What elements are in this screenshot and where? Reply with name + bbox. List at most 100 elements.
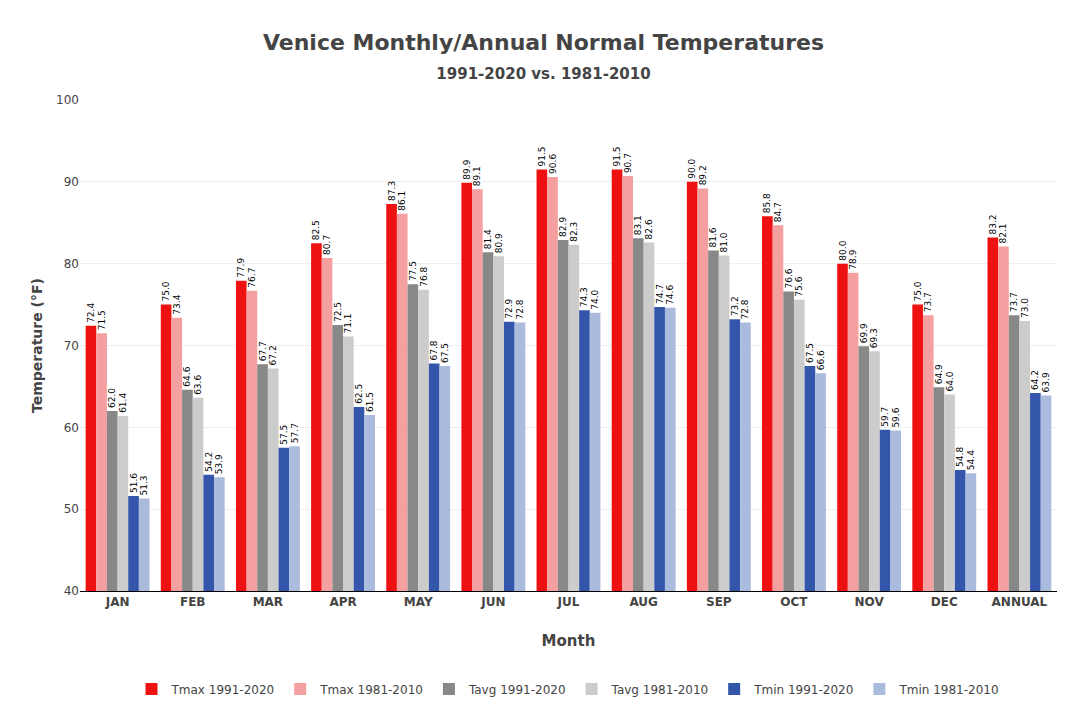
svg-text:71.1: 71.1: [343, 313, 353, 333]
svg-text:82.1: 82.1: [998, 223, 1008, 243]
svg-text:57.5: 57.5: [279, 425, 289, 445]
svg-text:Tmin 1991-2020: Tmin 1991-2020: [753, 683, 853, 697]
svg-text:90.0: 90.0: [687, 159, 697, 179]
svg-text:80.0: 80.0: [838, 240, 848, 260]
svg-text:90.7: 90.7: [623, 153, 633, 173]
svg-text:90.6: 90.6: [548, 154, 558, 174]
svg-text:NOV: NOV: [855, 595, 885, 609]
svg-text:80.7: 80.7: [322, 235, 332, 255]
svg-text:FEB: FEB: [180, 595, 206, 609]
svg-text:OCT: OCT: [780, 595, 808, 609]
svg-text:71.5: 71.5: [97, 310, 107, 330]
svg-text:JUL: JUL: [557, 595, 580, 609]
svg-text:54.2: 54.2: [204, 452, 214, 472]
svg-text:83.2: 83.2: [988, 214, 998, 234]
svg-text:ANNUAL: ANNUAL: [992, 595, 1048, 609]
svg-text:74.3: 74.3: [579, 287, 589, 307]
svg-text:63.6: 63.6: [193, 375, 203, 395]
svg-text:83.1: 83.1: [633, 215, 643, 235]
svg-text:Tmax 1991-2020: Tmax 1991-2020: [171, 683, 275, 697]
svg-text:67.5: 67.5: [440, 343, 450, 363]
svg-text:59.6: 59.6: [891, 407, 901, 427]
svg-text:53.9: 53.9: [214, 454, 224, 474]
svg-text:69.9: 69.9: [859, 323, 869, 343]
svg-text:JUN: JUN: [480, 595, 505, 609]
svg-text:89.1: 89.1: [472, 166, 482, 186]
svg-text:74.7: 74.7: [655, 284, 665, 304]
svg-text:AUG: AUG: [629, 595, 658, 609]
svg-text:67.5: 67.5: [805, 343, 815, 363]
svg-text:Tavg 1981-2010: Tavg 1981-2010: [611, 683, 709, 697]
svg-text:100: 100: [56, 93, 79, 107]
svg-text:61.5: 61.5: [365, 392, 375, 412]
svg-text:91.5: 91.5: [537, 147, 547, 167]
svg-text:82.3: 82.3: [569, 222, 579, 242]
svg-text:51.3: 51.3: [139, 475, 149, 495]
svg-text:76.6: 76.6: [784, 268, 794, 288]
svg-text:80.9: 80.9: [494, 233, 504, 253]
svg-text:60: 60: [64, 421, 79, 435]
svg-text:50: 50: [64, 502, 79, 516]
svg-text:SEP: SEP: [706, 595, 732, 609]
svg-text:87.3: 87.3: [387, 181, 397, 201]
svg-text:74.6: 74.6: [665, 285, 675, 305]
svg-text:Tmax 1981-2010: Tmax 1981-2010: [319, 683, 423, 697]
svg-text:Tmin 1981-2010: Tmin 1981-2010: [898, 683, 998, 697]
svg-text:63.9: 63.9: [1041, 372, 1051, 392]
svg-text:72.8: 72.8: [515, 299, 525, 319]
svg-text:89.9: 89.9: [462, 159, 472, 179]
svg-text:MAY: MAY: [404, 595, 433, 609]
svg-text:57.7: 57.7: [290, 423, 300, 443]
svg-text:77.5: 77.5: [408, 261, 418, 281]
svg-text:86.1: 86.1: [397, 191, 407, 211]
svg-text:72.5: 72.5: [333, 302, 343, 322]
svg-text:74.0: 74.0: [590, 289, 600, 309]
svg-text:Tavg 1991-2020: Tavg 1991-2020: [468, 683, 566, 697]
svg-text:40: 40: [64, 584, 79, 598]
svg-text:64.9: 64.9: [934, 364, 944, 384]
svg-text:84.7: 84.7: [773, 202, 783, 222]
svg-text:67.2: 67.2: [268, 345, 278, 365]
svg-text:73.4: 73.4: [172, 294, 182, 314]
svg-text:76.8: 76.8: [419, 267, 429, 287]
svg-text:72.8: 72.8: [740, 299, 750, 319]
svg-text:Temperature (°F): Temperature (°F): [29, 278, 45, 413]
svg-text:81.0: 81.0: [719, 232, 729, 252]
svg-text:80: 80: [64, 257, 79, 271]
svg-text:APR: APR: [329, 595, 356, 609]
svg-text:73.2: 73.2: [730, 296, 740, 316]
svg-text:Venice Monthly/Annual Normal T: Venice Monthly/Annual Normal Temperature…: [263, 30, 824, 55]
svg-text:75.0: 75.0: [161, 281, 171, 301]
svg-text:81.6: 81.6: [708, 227, 718, 247]
svg-text:82.9: 82.9: [558, 217, 568, 237]
svg-text:Month: Month: [542, 632, 596, 650]
svg-text:61.4: 61.4: [118, 393, 128, 413]
svg-text:67.8: 67.8: [429, 340, 439, 360]
svg-text:62.0: 62.0: [107, 388, 117, 408]
svg-text:59.7: 59.7: [880, 407, 890, 427]
svg-text:64.2: 64.2: [1030, 370, 1040, 390]
svg-text:90: 90: [64, 175, 79, 189]
svg-text:89.2: 89.2: [698, 165, 708, 185]
svg-text:75.6: 75.6: [794, 276, 804, 296]
svg-text:62.5: 62.5: [354, 384, 364, 404]
svg-text:69.3: 69.3: [869, 328, 879, 348]
svg-text:73.7: 73.7: [1009, 292, 1019, 312]
svg-text:91.5: 91.5: [612, 147, 622, 167]
svg-text:64.6: 64.6: [182, 366, 192, 386]
svg-text:54.4: 54.4: [966, 450, 976, 470]
svg-text:78.9: 78.9: [848, 249, 858, 269]
svg-text:82.6: 82.6: [644, 219, 654, 239]
svg-text:75.0: 75.0: [913, 281, 923, 301]
svg-text:72.9: 72.9: [504, 298, 514, 318]
svg-text:54.8: 54.8: [955, 447, 965, 467]
svg-text:77.9: 77.9: [236, 258, 246, 278]
svg-text:66.6: 66.6: [816, 350, 826, 370]
svg-text:MAR: MAR: [253, 595, 283, 609]
svg-text:82.5: 82.5: [311, 220, 321, 240]
svg-text:73.0: 73.0: [1020, 298, 1030, 318]
svg-text:85.8: 85.8: [762, 193, 772, 213]
svg-text:70: 70: [64, 339, 79, 353]
svg-text:1991-2020 vs. 1981-2010: 1991-2020 vs. 1981-2010: [436, 65, 650, 83]
svg-text:64.0: 64.0: [945, 371, 955, 391]
